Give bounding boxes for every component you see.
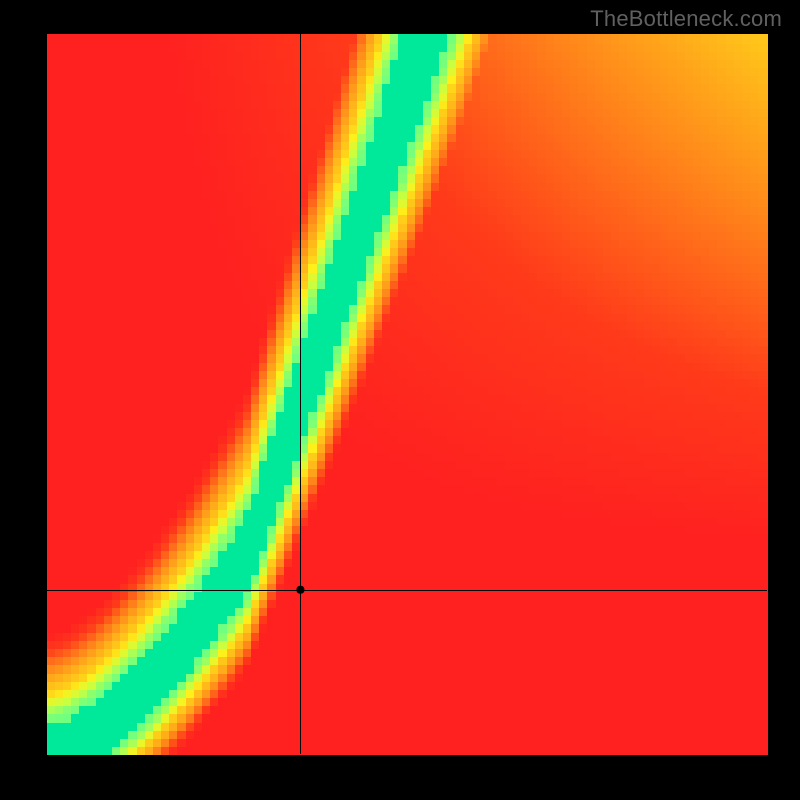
chart-root: TheBottleneck.com — [0, 0, 800, 800]
bottleneck-heatmap — [0, 0, 800, 800]
watermark-label: TheBottleneck.com — [590, 6, 782, 32]
